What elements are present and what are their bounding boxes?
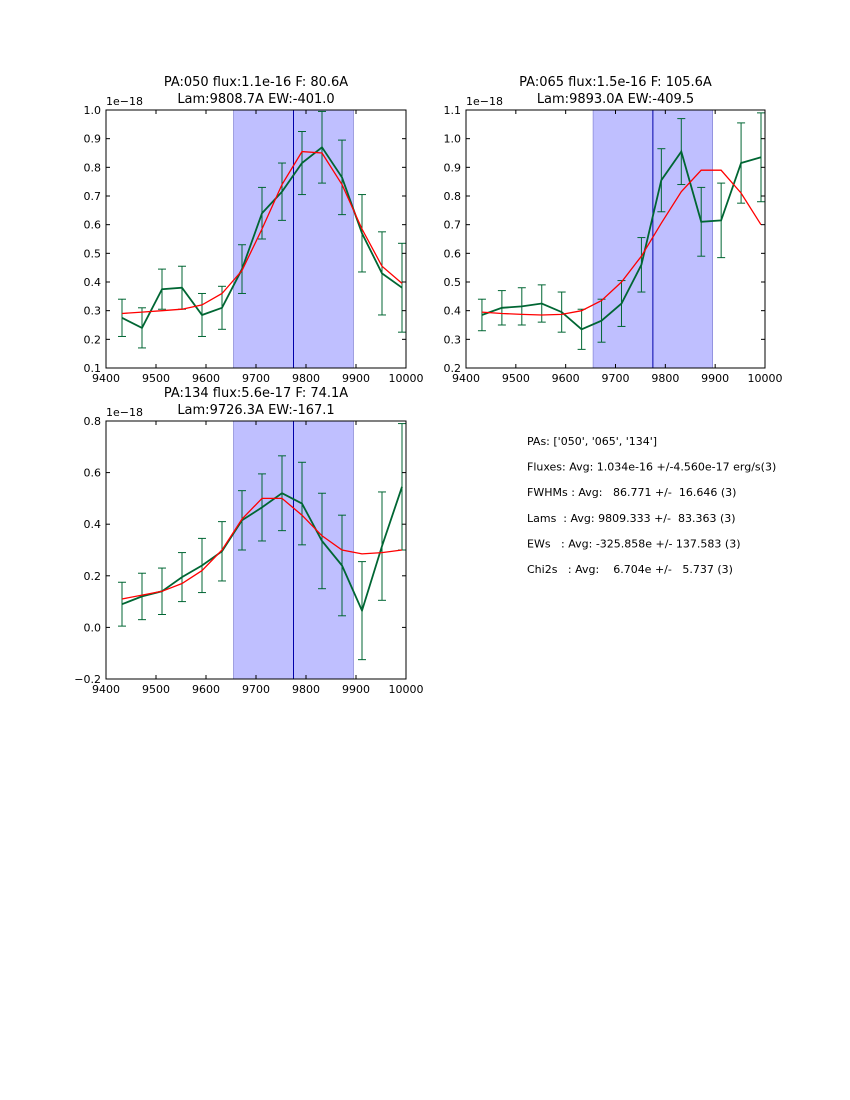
x-tick-label: 9600 [192, 683, 220, 696]
panel-title-line2: Lam:9893.0A EW:-409.5 [537, 92, 694, 107]
y-tick-label: 0.2 [84, 333, 102, 346]
y-tick-label: 1.0 [84, 104, 102, 117]
y-tick-label: 0.3 [84, 305, 102, 318]
panel-pa134: 9400 9500 9600 9700 9800 9900 10000 −0.2 0.0 0.2 0… [74, 386, 423, 696]
y-tick-label: 0.6 [84, 219, 102, 232]
x-tick-label: 9900 [701, 372, 729, 385]
data-line [121, 486, 403, 614]
panel-pa050: 9400 9500 9600 9700 9800 9900 10000 0.1 0.2 0.3 0.… [84, 75, 424, 385]
x-tick-label: 9400 [92, 683, 120, 696]
x-tick-label: 10000 [389, 683, 424, 696]
y-tick-label: 0.8 [444, 190, 462, 203]
panel-title-line2: Lam:9808.7A EW:-401.0 [177, 92, 334, 107]
plot-area [118, 423, 406, 661]
y-offset-label: 1e−18 [466, 95, 503, 108]
y-tick-label: 1.1 [444, 104, 462, 117]
x-tick-label: 9700 [242, 372, 270, 385]
fit-line [121, 150, 403, 315]
data-line [481, 149, 762, 331]
y-tick-label: 0.6 [444, 247, 462, 260]
x-tick-label: 9800 [651, 372, 679, 385]
y-tick-label: 0.8 [84, 161, 102, 174]
x-tick-label: 9900 [342, 683, 370, 696]
x-tick-label: 9600 [192, 372, 220, 385]
y-tick-label: 0.8 [84, 415, 102, 428]
x-tick-label: 9600 [552, 372, 580, 385]
y-tick-label: 0.4 [444, 305, 462, 318]
panel-title-line1: PA:050 flux:1.1e-16 F: 80.6A [164, 75, 348, 90]
x-tick-label: 9500 [142, 372, 170, 385]
x-tick-label: 9400 [452, 372, 480, 385]
x-tick-label: 9800 [292, 372, 320, 385]
plot-area [118, 110, 406, 349]
fit-line [481, 169, 762, 316]
summary-line: Fluxes: Avg: 1.034e-16 +/-4.560e-17 erg/… [527, 461, 776, 474]
y-tick-label: 0.4 [84, 518, 102, 531]
y-tick-label: 0.7 [84, 190, 102, 203]
y-tick-label: 0.2 [84, 570, 102, 583]
y-tick-label: 0.5 [84, 247, 102, 260]
x-tick-label: 9700 [602, 372, 630, 385]
y-tick-label: 0.0 [84, 621, 102, 634]
panel-title-line1: PA:134 flux:5.6e-17 F: 74.1A [164, 386, 348, 401]
summary-line: Chi2s : Avg: 6.704e +/- 5.737 (3) [527, 563, 733, 576]
panel-title-line2: Lam:9726.3A EW:-167.1 [177, 403, 334, 418]
x-tick-label: 9700 [242, 683, 270, 696]
y-offset-label: 1e−18 [106, 406, 143, 419]
y-tick-label: 0.9 [84, 133, 102, 146]
summary-line: PAs: ['050', '065', '134'] [527, 435, 657, 448]
panel-title-line1: PA:065 flux:1.5e-16 F: 105.6A [519, 75, 712, 90]
y-tick-label: 0.2 [444, 362, 462, 375]
x-tick-label: 10000 [389, 372, 424, 385]
x-tick-label: 9900 [342, 372, 370, 385]
fit-line [121, 497, 403, 600]
y-tick-label: 0.9 [444, 161, 462, 174]
y-tick-label: 0.3 [444, 333, 462, 346]
x-tick-label: 9800 [292, 683, 320, 696]
y-offset-label: 1e−18 [106, 95, 143, 108]
summary-line: EWs : Avg: -325.858e +/- 137.583 (3) [527, 537, 741, 550]
y-tick-label: 0.6 [84, 467, 102, 480]
y-tick-label: 0.4 [84, 276, 102, 289]
panel-pa065: 9400 9500 9600 9700 9800 9900 10000 0.2 0.3 0.4 0.… [444, 75, 783, 385]
summary-line: Lams : Avg: 9809.333 +/- 83.363 (3) [527, 512, 736, 525]
y-tick-label: 0.5 [444, 276, 462, 289]
plot-area [477, 112, 765, 350]
y-tick-label: 0.1 [84, 362, 102, 375]
y-tick-label: 1.0 [444, 133, 462, 146]
x-tick-label: 9400 [92, 372, 120, 385]
x-tick-label: 10000 [748, 372, 783, 385]
x-tick-label: 9500 [142, 683, 170, 696]
summary-text: PAs: ['050', '065', '134'] Fluxes: Avg: 1… [527, 435, 776, 576]
y-tick-label: −0.2 [74, 673, 101, 686]
y-tick-label: 0.7 [444, 219, 462, 232]
summary-line: FWHMs : Avg: 86.771 +/- 16.646 (3) [527, 486, 736, 499]
x-tick-label: 9500 [502, 372, 530, 385]
